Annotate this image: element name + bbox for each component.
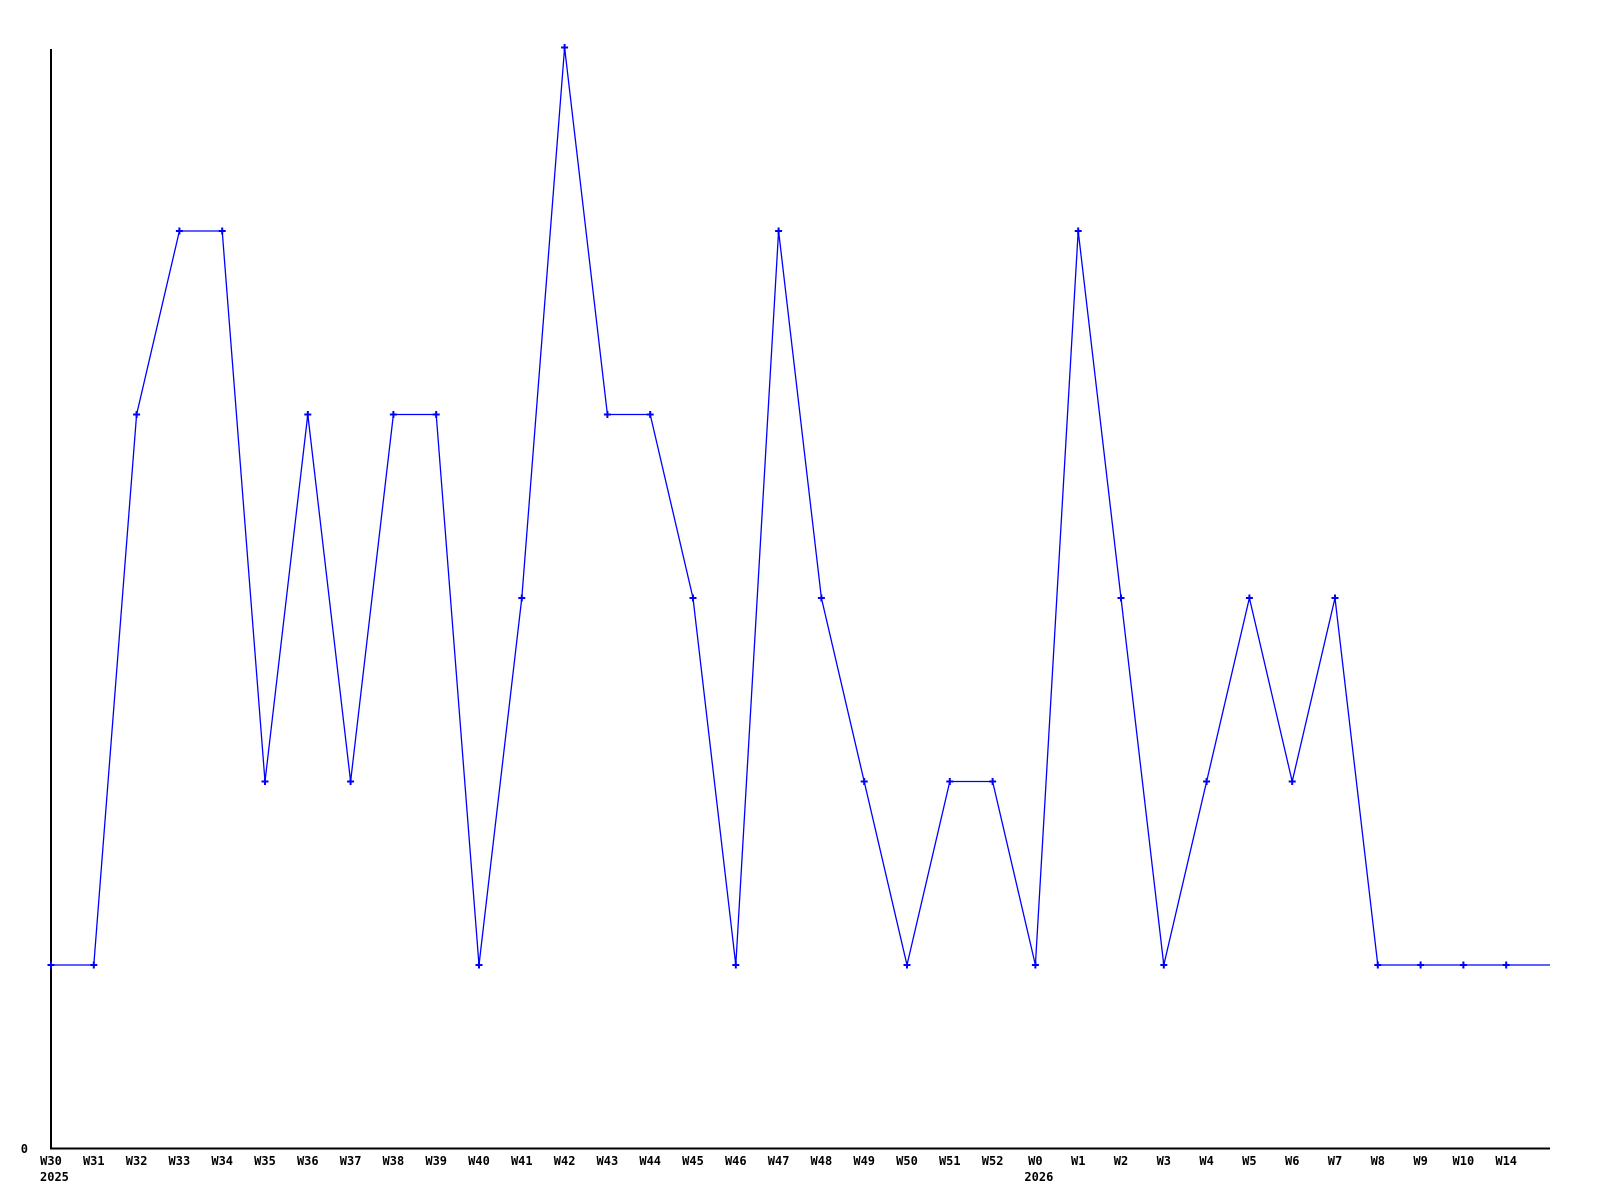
- y-axis-tick-label: 0: [21, 1142, 28, 1156]
- x-axis-label: W36: [297, 1154, 319, 1168]
- x-axis-label: W37: [340, 1154, 362, 1168]
- x-axis-label: W38: [383, 1154, 405, 1168]
- x-axis-label: W34: [211, 1154, 233, 1168]
- x-axis-label: W45: [682, 1154, 704, 1168]
- x-axis-label: W47: [768, 1154, 790, 1168]
- data-point-marker: [1374, 961, 1382, 969]
- data-point-marker: [218, 227, 226, 235]
- data-point-marker: [518, 594, 526, 602]
- data-point-marker: [946, 778, 954, 785]
- x-axis-label: W40: [468, 1154, 490, 1168]
- data-point-marker: [903, 961, 911, 969]
- data-point-marker: [1417, 961, 1425, 969]
- x-axis-label: W51: [939, 1154, 961, 1168]
- data-point-marker: [175, 227, 183, 235]
- data-point-marker: [1203, 778, 1211, 785]
- data-point-marker: [47, 961, 55, 969]
- data-point-marker: [860, 778, 868, 785]
- x-axis-label: W46: [725, 1154, 747, 1168]
- x-axis-label: W39: [425, 1154, 447, 1168]
- data-point-marker: [1288, 778, 1296, 785]
- data-point-marker: [1117, 594, 1125, 602]
- x-axis-label: W4: [1199, 1154, 1213, 1168]
- data-point-marker: [561, 44, 569, 51]
- data-point-marker: [1459, 961, 1467, 969]
- data-point-marker: [133, 411, 141, 418]
- x-axis-label: W33: [169, 1154, 191, 1168]
- data-point-marker: [646, 411, 654, 418]
- x-axis-label: W0: [1028, 1154, 1042, 1168]
- data-point-marker: [1502, 961, 1510, 969]
- x-axis-label: W31: [83, 1154, 105, 1168]
- data-point-marker: [689, 594, 697, 602]
- x-axis-label: W35: [254, 1154, 276, 1168]
- x-axis-label: W32: [126, 1154, 148, 1168]
- x-axis-label: W8: [1371, 1154, 1385, 1168]
- x-axis-label: W48: [811, 1154, 833, 1168]
- x-axis-label: W41: [511, 1154, 533, 1168]
- data-point-marker: [389, 411, 397, 418]
- data-point-marker: [1074, 227, 1082, 235]
- x-axis-year-label: 2026: [1024, 1170, 1053, 1184]
- x-axis-label: W14: [1495, 1154, 1517, 1168]
- x-axis-label: W42: [554, 1154, 576, 1168]
- data-point-marker: [1031, 961, 1039, 969]
- x-axis-label: W1: [1071, 1154, 1085, 1168]
- data-point-marker: [1331, 594, 1339, 602]
- data-line: [51, 47, 1550, 966]
- x-axis-label: W49: [853, 1154, 875, 1168]
- data-point-marker: [732, 961, 740, 969]
- data-point-marker: [775, 227, 783, 235]
- x-axis-label: W50: [896, 1154, 918, 1168]
- x-axis-label: W10: [1453, 1154, 1475, 1168]
- x-axis-label: W52: [982, 1154, 1004, 1168]
- x-axis-label: W3: [1157, 1154, 1171, 1168]
- x-axis-label: W5: [1242, 1154, 1256, 1168]
- data-point-marker: [817, 594, 825, 602]
- x-axis-label: W30: [40, 1154, 62, 1168]
- data-point-marker: [90, 961, 98, 969]
- data-point-marker: [603, 411, 611, 418]
- x-axis-label: W6: [1285, 1154, 1299, 1168]
- data-point-marker: [432, 411, 440, 418]
- x-axis-label: W7: [1328, 1154, 1342, 1168]
- data-point-marker: [989, 778, 997, 785]
- x-axis-label: W44: [639, 1154, 661, 1168]
- data-point-marker: [1245, 594, 1253, 602]
- data-point-marker: [347, 778, 355, 785]
- x-axis-year-label: 2025: [40, 1170, 69, 1184]
- data-point-marker: [1160, 961, 1168, 969]
- data-point-marker: [261, 778, 269, 785]
- data-point-marker: [304, 411, 312, 418]
- x-axis-label: W9: [1413, 1154, 1427, 1168]
- x-axis-label: W43: [597, 1154, 619, 1168]
- x-axis-label: W2: [1114, 1154, 1128, 1168]
- data-point-marker: [475, 961, 483, 969]
